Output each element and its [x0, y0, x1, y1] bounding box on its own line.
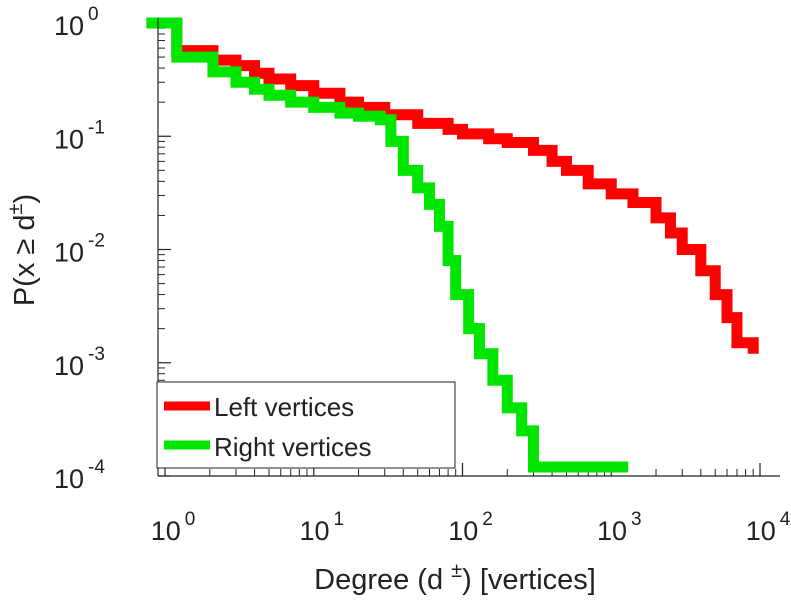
x-tick-label: 10 1 — [299, 509, 344, 546]
y-tick-label: 10 -4 — [54, 457, 105, 494]
series-line-right-vertices — [146, 17, 629, 473]
x-axis-label: Degree (d ±) [vertices] — [314, 560, 596, 596]
y-tick-label: 10 -1 — [54, 117, 105, 154]
y-tick-label: 10 0 — [54, 4, 99, 41]
tick-labels: 10 0 10 1 10 2 10 3 10 4 10 0 10 -1 10 -2 10 -3 10 -4 — [54, 4, 791, 546]
x-tick-label: 10 4 — [746, 509, 791, 546]
x-tick-label: 10 2 — [448, 509, 493, 546]
x-tick-label: 10 0 — [151, 509, 196, 546]
y-tick-label: 10 -3 — [54, 344, 105, 381]
series-line-left-vertices — [146, 17, 759, 354]
series-layer — [146, 17, 759, 473]
legend-box — [156, 381, 456, 469]
legend-label-right-vertices: Right vertices — [214, 432, 372, 462]
legend: Left vertices Right vertices — [156, 381, 456, 469]
y-tick-label: 10 -2 — [54, 231, 105, 268]
x-tick-label: 10 3 — [597, 509, 642, 546]
legend-label-left-vertices: Left vertices — [214, 392, 354, 422]
y-axis-label: P(x ≥ d±) — [5, 194, 41, 306]
